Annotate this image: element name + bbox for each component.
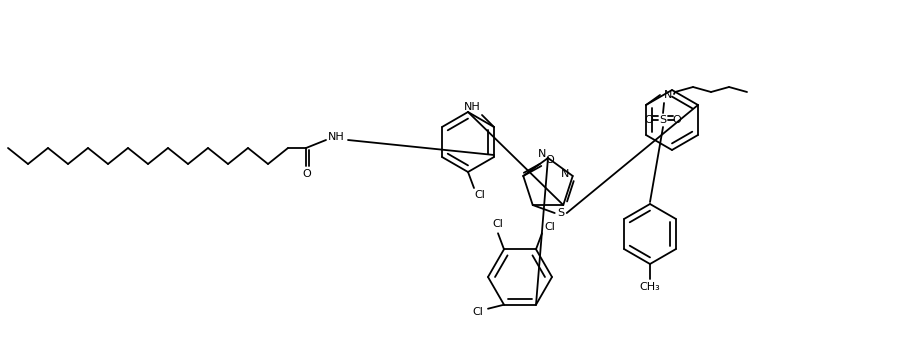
Text: S: S bbox=[557, 208, 564, 218]
Text: N: N bbox=[561, 169, 569, 179]
Text: Cl: Cl bbox=[544, 222, 555, 232]
Text: NH: NH bbox=[328, 132, 344, 142]
Text: O: O bbox=[673, 115, 681, 125]
Text: O: O bbox=[545, 155, 553, 165]
Text: O: O bbox=[302, 169, 311, 179]
Text: NH: NH bbox=[464, 102, 480, 112]
Text: Cl: Cl bbox=[492, 219, 503, 229]
Text: S: S bbox=[659, 115, 666, 125]
Text: Cl: Cl bbox=[475, 190, 486, 200]
Text: Cl: Cl bbox=[473, 307, 484, 317]
Text: N: N bbox=[538, 149, 546, 159]
Text: N: N bbox=[664, 90, 672, 100]
Text: O: O bbox=[645, 115, 654, 125]
Text: CH₃: CH₃ bbox=[640, 282, 660, 292]
